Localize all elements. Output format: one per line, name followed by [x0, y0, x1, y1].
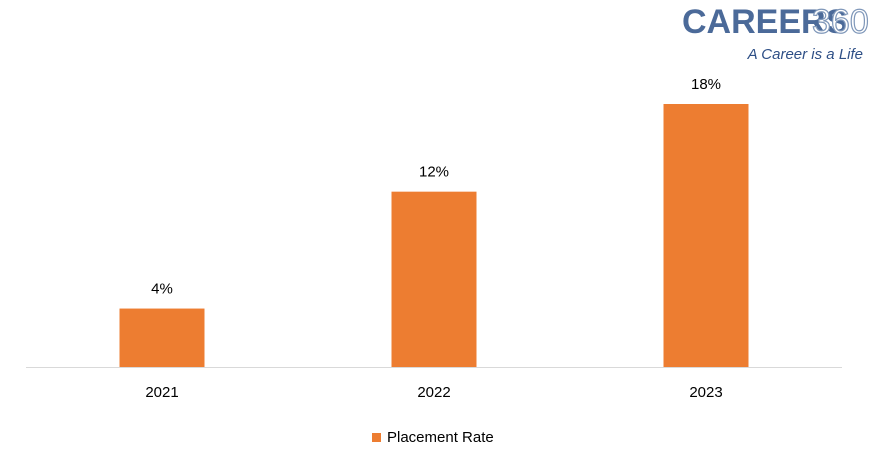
x-tick-label: 2021: [145, 384, 178, 401]
x-tick-label: 2022: [417, 384, 450, 401]
value-label: 18%: [691, 76, 721, 93]
x-tick-label: 2023: [689, 384, 722, 401]
logo-brand: CAREERS: [682, 3, 848, 41]
bar: [119, 308, 205, 367]
bar: [663, 104, 749, 367]
logo-tagline: A Career is a Life: [747, 46, 863, 63]
bar: [391, 191, 477, 367]
legend-swatch: [372, 433, 381, 442]
value-label: 12%: [419, 164, 449, 181]
legend-label: Placement Rate: [387, 429, 494, 446]
logo-number: 360: [812, 3, 869, 41]
value-label: 4%: [151, 281, 173, 298]
